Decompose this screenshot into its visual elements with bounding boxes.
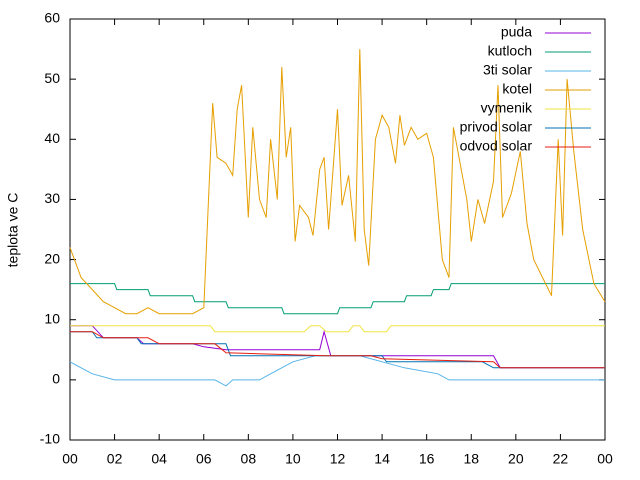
x-tick-label: 08 — [241, 451, 257, 467]
x-tick-label: 02 — [107, 451, 123, 467]
x-tick-label: 14 — [374, 451, 390, 467]
x-tick-label: 18 — [463, 451, 479, 467]
series-line — [70, 325, 605, 333]
legend-label: 3ti solar — [483, 62, 532, 78]
y-tick-label: 40 — [44, 130, 60, 146]
x-tick-label: 20 — [508, 451, 524, 467]
legend-label: privod solar — [460, 119, 533, 135]
series-line — [69, 355, 605, 387]
y-tick-label: 50 — [44, 70, 60, 86]
y-axis-label: teplota ve C — [5, 193, 21, 268]
y-tick-label: 10 — [44, 310, 60, 326]
legend-label: puda — [501, 24, 532, 40]
series-line — [70, 331, 605, 369]
legend-label: kutloch — [488, 43, 532, 59]
legend-label: odvod solar — [460, 138, 533, 154]
x-tick-label: 04 — [151, 451, 167, 467]
legend-label: vymenik — [481, 100, 533, 116]
x-tick-label: 12 — [330, 451, 346, 467]
y-tick-label: 20 — [44, 250, 60, 266]
x-tick-label: 16 — [419, 451, 435, 467]
series-line — [69, 49, 606, 315]
y-tick-label: 60 — [44, 10, 60, 26]
x-tick-label: 06 — [196, 451, 212, 467]
series-line — [70, 283, 605, 315]
x-tick-label: 22 — [553, 451, 569, 467]
x-tick-label: 00 — [62, 451, 78, 467]
y-tick-label: -10 — [40, 431, 60, 447]
y-tick-label: 30 — [44, 190, 60, 206]
plot-frame — [69, 18, 606, 441]
legend-label: kotel — [502, 81, 532, 97]
series-line — [70, 331, 605, 369]
y-tick-label: 0 — [52, 371, 60, 387]
x-tick-label: 00 — [597, 451, 613, 467]
x-tick-label: 10 — [285, 451, 301, 467]
